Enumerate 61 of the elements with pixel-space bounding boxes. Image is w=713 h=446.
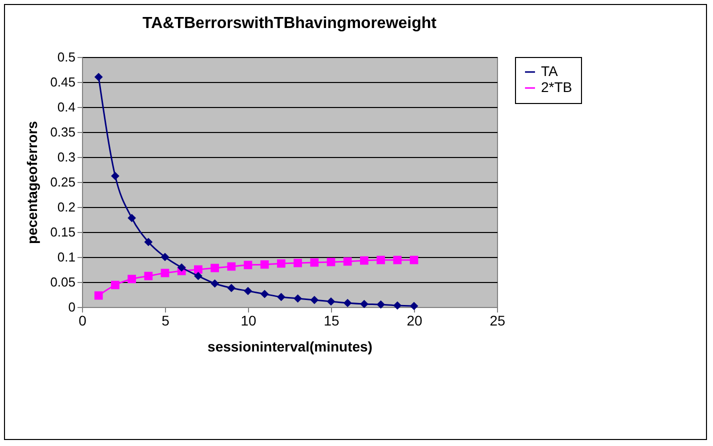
y-tick-label: 0 xyxy=(68,300,76,314)
x-tick-label: 10 xyxy=(240,312,256,328)
point xyxy=(244,260,252,270)
y-tick-label: 0.1 xyxy=(57,250,76,264)
point xyxy=(194,265,202,274)
point xyxy=(277,292,286,302)
chart-title: TA&TBerrorswithTBhavingmoreweight xyxy=(142,15,438,32)
point xyxy=(260,290,269,298)
point xyxy=(393,256,402,264)
y-tick-label: 0.25 xyxy=(50,174,76,190)
legend-label: TA xyxy=(541,63,559,79)
point xyxy=(343,298,352,308)
point xyxy=(160,268,170,278)
y-tick-label: 0.3 xyxy=(57,150,76,164)
point xyxy=(410,256,418,264)
point xyxy=(194,272,202,280)
y-tick-label: 0.05 xyxy=(50,274,76,290)
x-tick-label: 15 xyxy=(324,312,340,328)
x-axis-title: sessioninterval(minutes) xyxy=(208,338,372,354)
y-tick-label: 0.15 xyxy=(50,224,76,240)
y-tick-label: 0.45 xyxy=(50,74,76,90)
point xyxy=(326,297,336,306)
point xyxy=(128,274,136,284)
point xyxy=(294,258,302,268)
point xyxy=(376,300,385,309)
point xyxy=(310,258,319,267)
point xyxy=(360,300,368,308)
point xyxy=(310,296,319,304)
point xyxy=(111,280,120,290)
point xyxy=(260,260,269,269)
point xyxy=(326,258,336,266)
legend-label: 2*TB xyxy=(541,79,572,95)
point xyxy=(160,252,170,262)
point xyxy=(111,172,120,180)
y-tick-label: 0.2 xyxy=(57,200,76,214)
point xyxy=(94,291,103,300)
point xyxy=(227,262,236,271)
x-tick-label: 20 xyxy=(406,312,422,328)
point xyxy=(376,256,385,264)
point xyxy=(393,301,402,310)
point xyxy=(94,72,103,82)
point xyxy=(227,284,236,292)
x-tick-label: 25 xyxy=(490,312,506,328)
point xyxy=(277,259,286,268)
point xyxy=(410,302,418,310)
x-tick-label: 5 xyxy=(162,312,170,328)
point xyxy=(244,286,252,296)
point xyxy=(210,279,219,288)
point xyxy=(144,272,153,280)
point xyxy=(360,256,368,265)
point xyxy=(343,257,352,266)
point xyxy=(210,264,219,272)
y-tick-label: 0.4 xyxy=(57,100,76,114)
y-tick-label: 0.35 xyxy=(50,124,76,140)
x-tick-label: 0 xyxy=(78,312,87,328)
y-axis-title: pecentageoferrors xyxy=(24,120,40,244)
point xyxy=(128,214,136,222)
point xyxy=(177,263,186,272)
point xyxy=(294,294,302,303)
y-tick-label: 0.5 xyxy=(57,50,76,64)
point xyxy=(144,238,153,246)
